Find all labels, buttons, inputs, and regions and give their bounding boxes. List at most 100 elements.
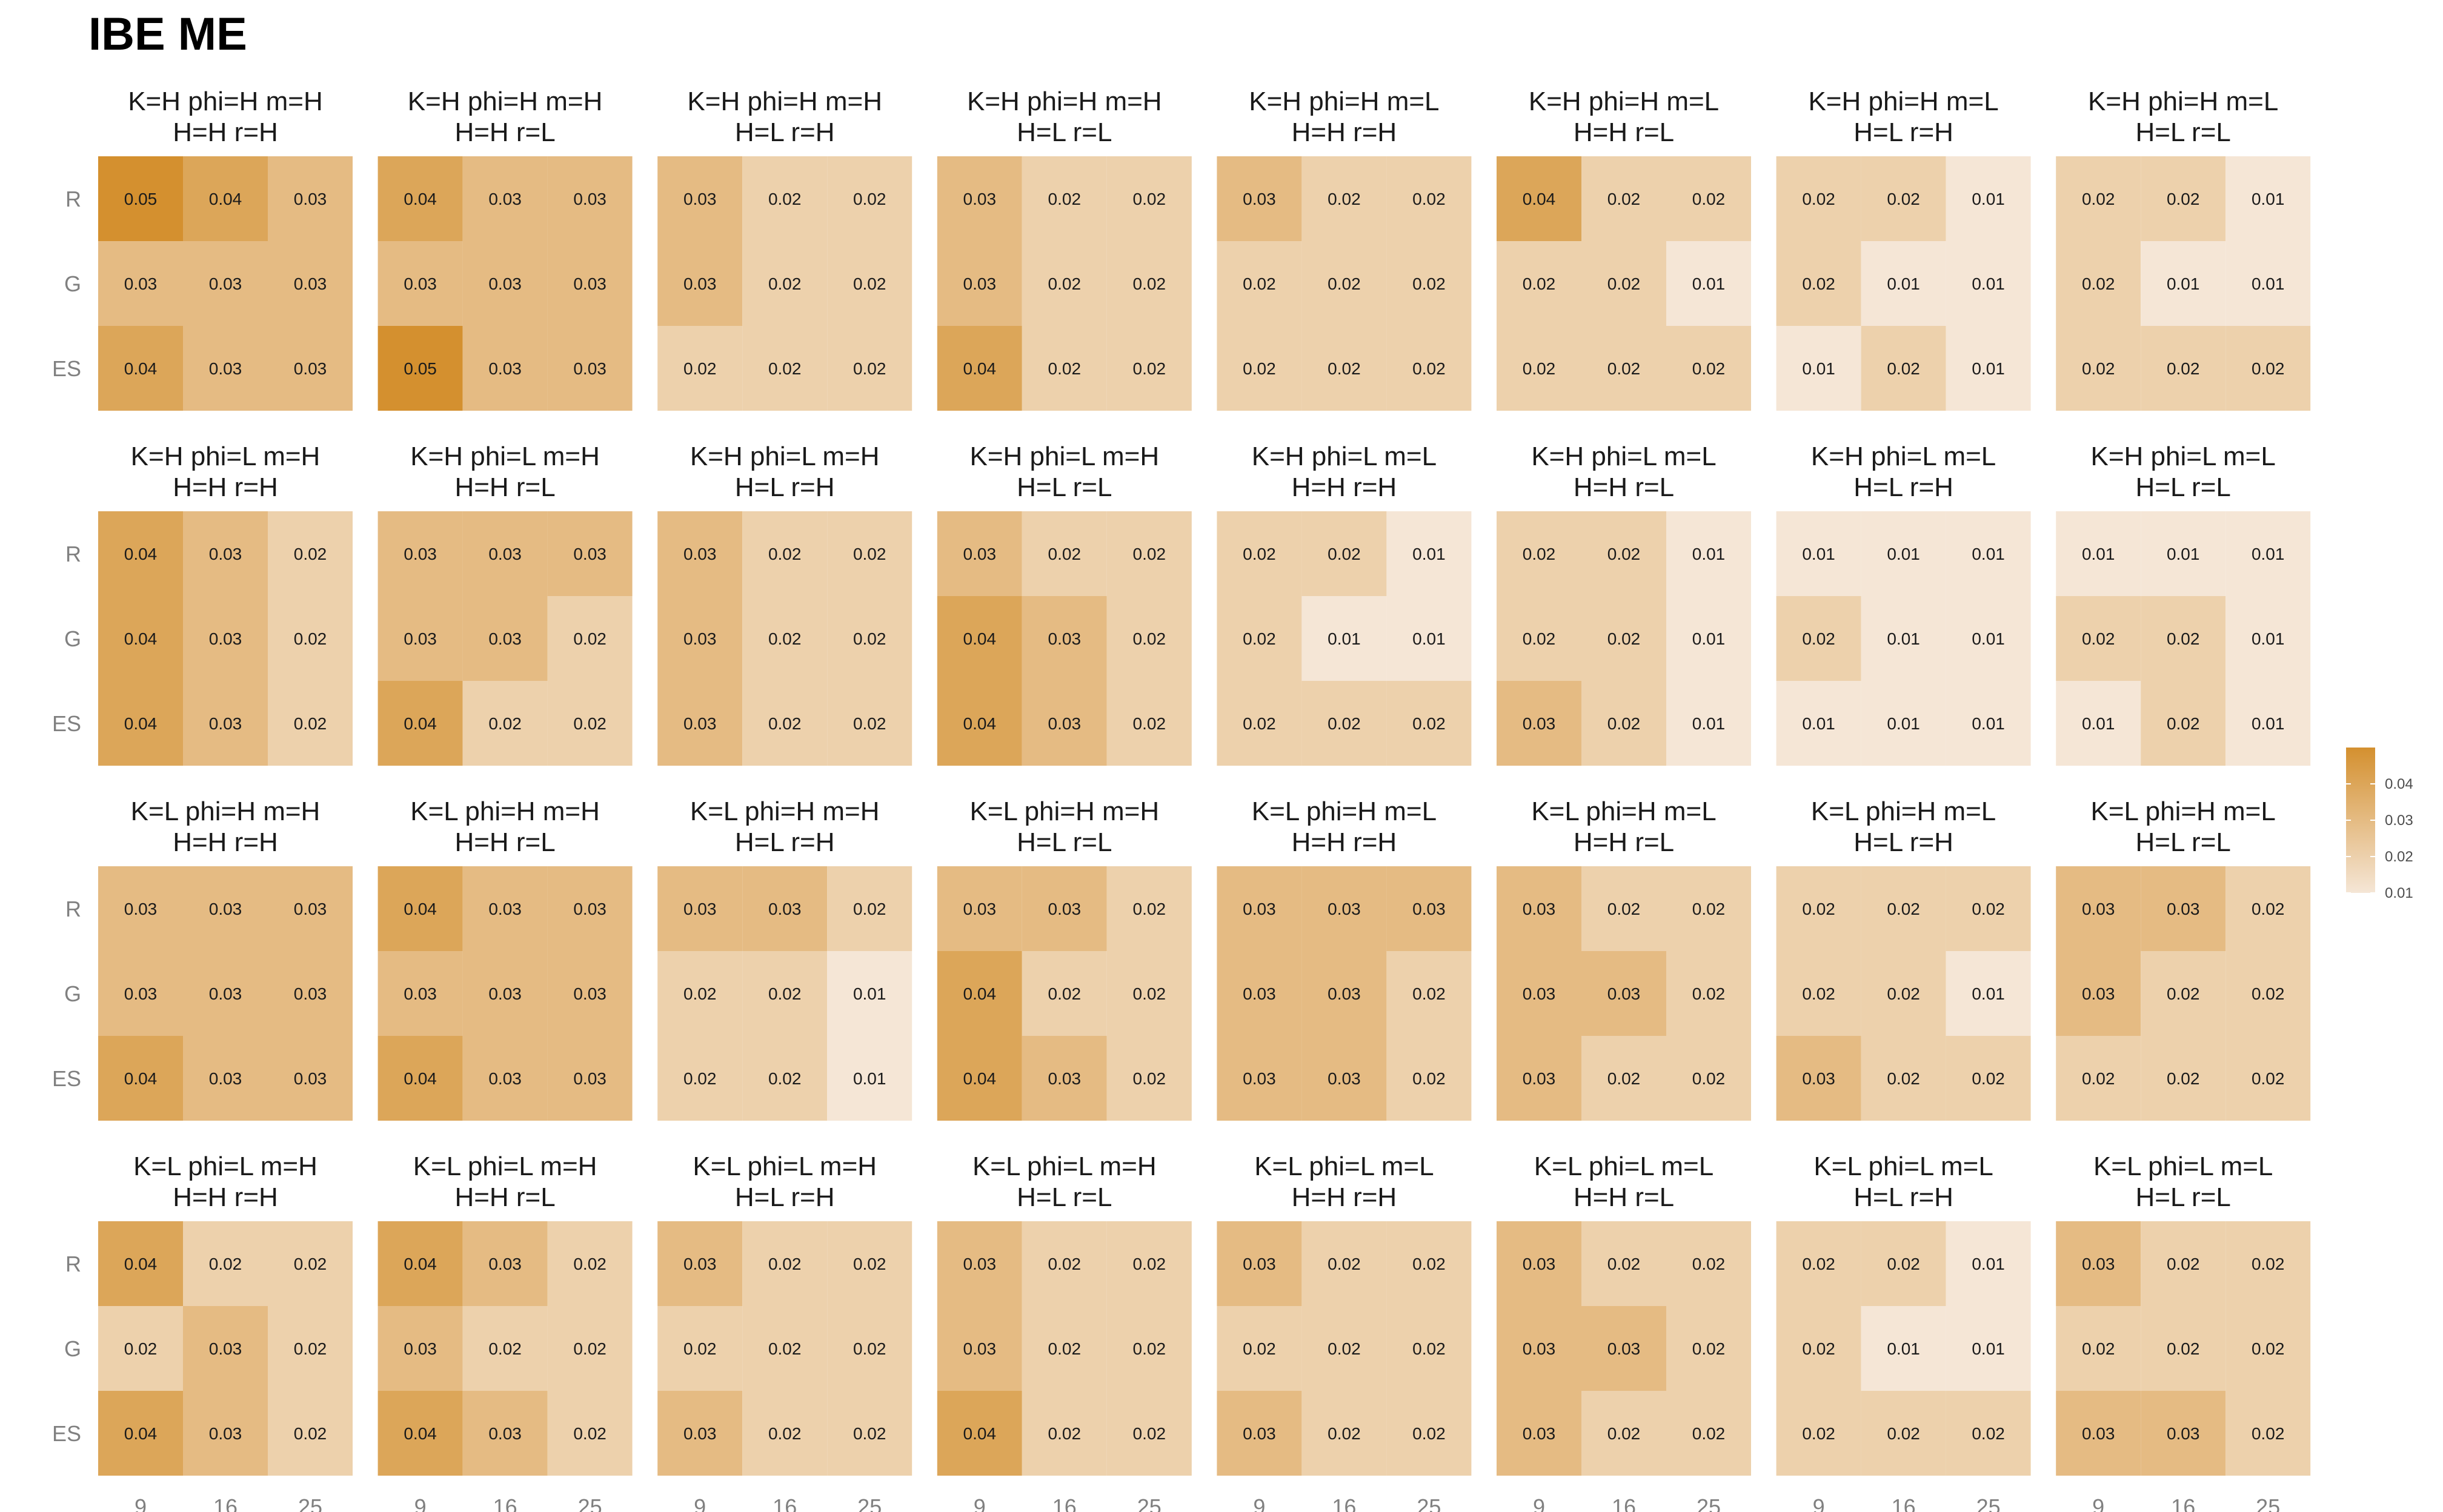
cell-value-label: 0.01 <box>1972 1339 2005 1358</box>
facet-title-line1: K=L phi=H m=H <box>969 797 1159 826</box>
heatmap-cell <box>1946 951 2031 1036</box>
cell-value-label: 0.02 <box>573 714 607 733</box>
heatmap-cell <box>183 1036 268 1121</box>
cell-value-label: 0.02 <box>1133 900 1166 918</box>
cell-value-label: 0.02 <box>1692 900 1726 918</box>
heatmap-cell <box>1776 1391 1861 1476</box>
heatmap-cell <box>1861 1221 1946 1306</box>
heatmap-cell <box>1217 681 1302 766</box>
x-axis-tick-label: 16 <box>1332 1494 1356 1512</box>
heatmap-cell <box>377 511 463 596</box>
cell-value-label: 0.03 <box>2082 900 2115 918</box>
cell-value-label: 0.03 <box>404 629 437 648</box>
cell-value-label: 0.01 <box>1972 984 2005 1003</box>
heatmap-cell <box>2225 596 2311 681</box>
cell-value-label: 0.03 <box>1328 900 1361 918</box>
heatmap-cell <box>98 241 183 326</box>
heatmap-cell <box>657 511 743 596</box>
heatmap-cell <box>1022 1036 1107 1121</box>
cell-value-label: 0.03 <box>488 1424 522 1443</box>
heatmap-cell <box>2056 1306 2141 1391</box>
heatmap-cell <box>1386 1306 1472 1391</box>
cell-value-label: 0.01 <box>2252 274 2285 293</box>
heatmap-cell <box>1497 511 1581 596</box>
cell-value-label: 0.02 <box>1412 359 1446 378</box>
heatmap-cell <box>657 1306 743 1391</box>
cell-value-label: 0.04 <box>404 1424 437 1443</box>
cell-value-label: 0.03 <box>209 1424 242 1443</box>
cell-value-label: 0.02 <box>1692 359 1726 378</box>
facet-title-line2: H=H r=H <box>1292 1182 1397 1212</box>
cell-value-label: 0.02 <box>1243 545 1276 563</box>
cell-value-label: 0.02 <box>294 1339 327 1358</box>
heatmap-cell <box>1301 1391 1387 1476</box>
heatmap-cell <box>1581 1036 1666 1121</box>
cell-value-label: 0.02 <box>1523 629 1556 648</box>
cell-value-label: 0.02 <box>2167 1255 2200 1273</box>
cell-value-label: 0.01 <box>2252 714 2285 733</box>
heatmap-cell <box>2056 156 2141 241</box>
heatmap-cell <box>183 596 268 681</box>
heatmap-cell <box>2141 1221 2226 1306</box>
cell-value-label: 0.02 <box>1607 629 1641 648</box>
heatmap-cell <box>183 681 268 766</box>
heatmap-cell <box>98 1306 183 1391</box>
x-axis-tick-label: 25 <box>298 1494 322 1512</box>
cell-value-label: 0.02 <box>2082 1339 2115 1358</box>
y-axis-tick-label: G <box>64 271 81 296</box>
cell-value-label: 0.03 <box>963 1339 997 1358</box>
heatmap-cell <box>1666 1391 1751 1476</box>
cell-value-label: 0.02 <box>853 1339 886 1358</box>
cell-value-label: 0.02 <box>2252 359 2285 378</box>
heatmap-cell <box>1106 326 1192 411</box>
heatmap-cell <box>1217 1391 1302 1476</box>
heatmap-cell <box>2056 1036 2141 1121</box>
cell-value-label: 0.02 <box>488 1339 522 1358</box>
facet-title-line2: H=H r=L <box>454 1182 555 1212</box>
cell-value-label: 0.02 <box>573 1339 607 1358</box>
heatmap-cell <box>1497 1036 1581 1121</box>
cell-value-label: 0.04 <box>963 1069 997 1088</box>
heatmap-cell <box>462 596 548 681</box>
heatmap-cell <box>1022 951 1107 1036</box>
heatmap-cell <box>1666 1036 1751 1121</box>
cell-value-label: 0.03 <box>404 1339 437 1358</box>
heatmap-cell <box>742 1221 828 1306</box>
cell-value-label: 0.02 <box>1802 1339 1835 1358</box>
heatmap-cell <box>657 951 743 1036</box>
heatmap-cell <box>827 1391 912 1476</box>
cell-value-label: 0.03 <box>683 629 717 648</box>
heatmap-cell <box>742 326 828 411</box>
cell-value-label: 0.03 <box>124 984 158 1003</box>
heatmap-cell <box>1581 1391 1666 1476</box>
heatmap-cell <box>98 326 183 411</box>
heatmap-cell <box>1776 326 1861 411</box>
heatmap-cell <box>1106 596 1192 681</box>
cell-value-label: 0.03 <box>683 900 717 918</box>
cell-value-label: 0.02 <box>853 545 886 563</box>
heatmap-cell <box>2225 1036 2311 1121</box>
facet-panel: K=L phi=H m=LH=L r=L 0.03 0.03 0.02 0.03 0.02… <box>2056 797 2311 1121</box>
heatmap-cell <box>1861 596 1946 681</box>
heatmap-cell <box>1022 1391 1107 1476</box>
heatmap-cell <box>742 866 828 951</box>
cell-value-label: 0.03 <box>768 900 802 918</box>
cell-value-label: 0.03 <box>488 274 522 293</box>
facet-title-line1: K=H phi=L m=L <box>2091 442 2276 471</box>
heatmap-cell <box>1946 156 2031 241</box>
cell-value-label: 0.02 <box>2252 1069 2285 1088</box>
heatmap-cell <box>2225 951 2311 1036</box>
cell-value-label: 0.03 <box>573 984 607 1003</box>
cell-value-label: 0.02 <box>853 629 886 648</box>
cell-value-label: 0.01 <box>1887 714 1920 733</box>
x-axis-tick-label: 9 <box>1253 1494 1265 1512</box>
heatmap-cell <box>183 1391 268 1476</box>
heatmap-cell <box>1666 1221 1751 1306</box>
heatmap-cell <box>377 681 463 766</box>
heatmap-cell <box>1301 156 1387 241</box>
cell-value-label: 0.01 <box>853 1069 886 1088</box>
facet-title-line2: H=H r=H <box>173 472 278 502</box>
x-axis-tick-label: 16 <box>773 1494 797 1512</box>
cell-value-label: 0.02 <box>1523 545 1556 563</box>
